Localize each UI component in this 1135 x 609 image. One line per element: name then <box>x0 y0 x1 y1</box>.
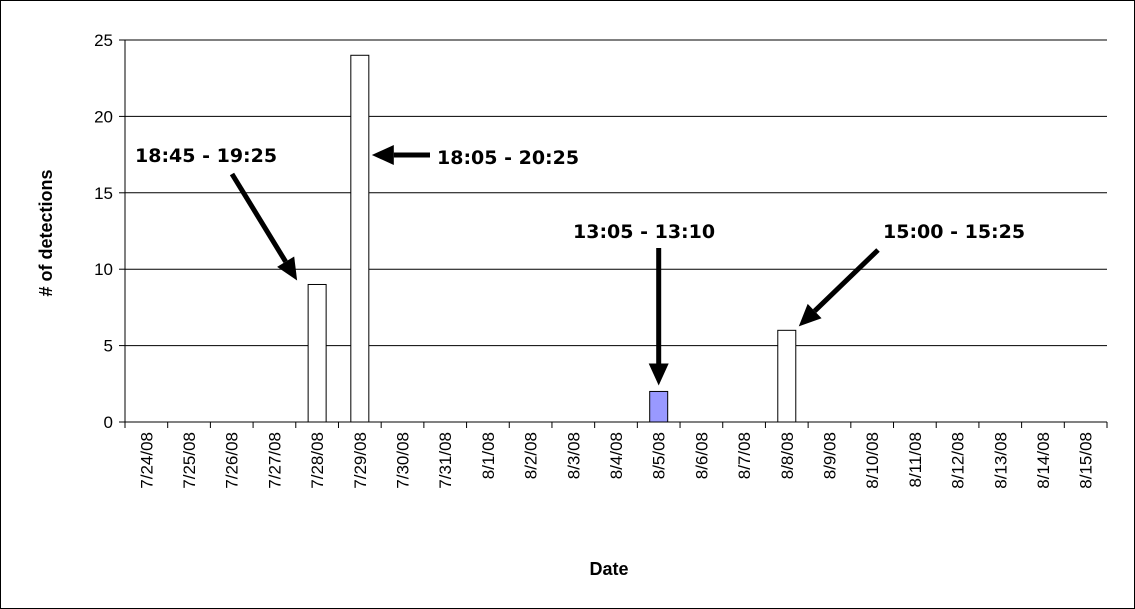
x-tick-label: 8/7/08 <box>735 432 754 479</box>
annotation-label: 18:45 - 19:25 <box>135 145 277 167</box>
axes <box>119 39 1108 428</box>
bar-7-29-08 <box>350 54 370 423</box>
bar-8-5-08 <box>649 390 669 423</box>
x-tick-label: 8/6/08 <box>692 432 711 479</box>
bar-8-8-08 <box>777 329 797 423</box>
x-tick-label: 8/9/08 <box>820 432 839 479</box>
annotation-arrow-icon-head <box>648 363 669 386</box>
x-tick-label: 8/11/08 <box>906 432 925 487</box>
annotation-label: 13:05 - 13:10 <box>573 221 715 243</box>
annotation-label: 18:05 - 20:25 <box>437 147 579 169</box>
x-tick-label: 8/5/08 <box>650 432 669 479</box>
annotation-arrow-icon <box>229 172 298 281</box>
x-tick-label: 8/4/08 <box>607 432 626 479</box>
x-tick-label: 7/30/08 <box>394 432 413 489</box>
annotation-arrow-icon-head <box>798 303 822 327</box>
gridlines <box>125 39 1107 347</box>
bars <box>307 54 797 423</box>
annotation-arrow-icon <box>371 145 430 165</box>
x-axis-title: Date <box>589 559 628 579</box>
annotation-arrow-icon-shaft <box>812 248 880 313</box>
x-tick-label: 8/8/08 <box>778 432 797 479</box>
x-tick-label: 7/27/08 <box>265 432 284 489</box>
annotation-arrow-icon-head <box>371 145 394 165</box>
annotation-label: 15:00 - 15:25 <box>883 221 1025 243</box>
y-tick-label-15: 15 <box>94 184 113 203</box>
y-axis-title: # of detections <box>36 169 56 296</box>
x-tick-label: 7/25/08 <box>180 432 199 489</box>
y-tick-label-0: 0 <box>104 413 113 432</box>
x-tick-label: 8/10/08 <box>863 432 882 489</box>
x-tick-label: 7/24/08 <box>137 432 156 489</box>
annotation-arrow-icon-head <box>277 256 298 281</box>
x-tick-label: 8/14/08 <box>1034 432 1053 489</box>
y-tick-label-20: 20 <box>94 107 113 126</box>
x-tick-label: 8/12/08 <box>949 432 968 489</box>
x-tick-label: 8/13/08 <box>991 432 1010 489</box>
x-tick-label: 7/31/08 <box>436 432 455 489</box>
annotation-arrow-icon-shaft <box>229 172 288 264</box>
x-tick-label: 7/26/08 <box>223 432 242 489</box>
bar-7-28-08 <box>307 283 327 423</box>
x-tick-label: 7/29/08 <box>351 432 370 489</box>
y-tick-label-10: 10 <box>94 260 113 279</box>
x-tick-label: 7/28/08 <box>308 432 327 489</box>
x-tick-label: 8/15/08 <box>1077 432 1096 489</box>
y-tick-label-25: 25 <box>94 31 113 50</box>
x-tick-label: 8/2/08 <box>522 432 541 479</box>
annotation-arrow-icon <box>648 248 669 386</box>
y-tick-label-5: 5 <box>104 337 113 356</box>
tick-labels: 0 5 10 15 20 25 7/24/08 7/25/08 7/26/08 7/27/08 7/… <box>94 31 1096 489</box>
annotation-arrow-icon <box>798 248 880 327</box>
x-tick-label: 8/3/08 <box>564 432 583 479</box>
x-tick-label: 8/1/08 <box>479 432 498 479</box>
annotations: 18:45 - 19:25 18:05 - 20:25 13:05 - 13:10 1… <box>135 145 1025 386</box>
